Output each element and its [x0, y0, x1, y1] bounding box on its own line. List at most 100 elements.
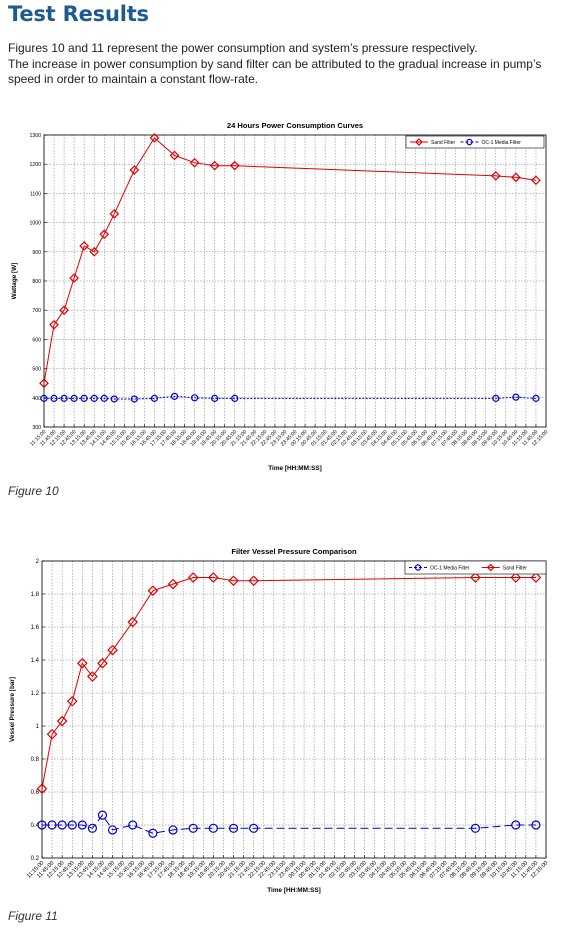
x-axis-label: Time [HH:MM:SS]	[268, 465, 322, 472]
data-point	[109, 208, 120, 219]
legend-box	[405, 135, 545, 149]
y-tick-label: 400	[32, 396, 41, 402]
data-point	[249, 823, 259, 833]
legend-label: Sand Filter	[503, 566, 528, 572]
data-point	[169, 150, 180, 161]
data-point	[231, 394, 239, 402]
data-point	[470, 823, 481, 833]
data-point	[89, 246, 100, 257]
chart-title: Filter Vessel Pressure Comparison	[231, 547, 357, 556]
data-point	[130, 395, 138, 403]
intro-line-2: The increase in power consumption by san…	[8, 56, 542, 87]
data-point	[107, 644, 118, 656]
y-tick-label: 1.8	[31, 592, 40, 598]
data-point	[69, 273, 79, 283]
data-point	[511, 820, 521, 830]
y-tick-label: 600	[32, 337, 41, 343]
data-point	[531, 820, 541, 830]
data-point	[208, 572, 219, 583]
data-point	[127, 616, 139, 628]
grid	[43, 134, 547, 428]
legend-label: OC-1 Media Filter	[430, 566, 470, 572]
data-point	[150, 394, 159, 402]
y-tick-label: 0.2	[31, 856, 40, 862]
data-point	[59, 305, 69, 316]
legend-swatch-marker	[486, 563, 495, 572]
y-tick-label: 300	[32, 425, 41, 431]
data-point	[79, 241, 90, 251]
power-consumption-chart-svg: 300400500600700800900100011001200130011:…	[11, 121, 549, 472]
data-point	[36, 783, 48, 795]
legend-box	[404, 560, 547, 575]
legend: Sand Filter OC-1 Media Filter	[405, 135, 545, 149]
data-point	[80, 394, 88, 402]
data-point	[170, 392, 179, 400]
data-point	[148, 828, 158, 838]
data-point	[97, 810, 108, 820]
data-point	[99, 229, 110, 240]
y-tick-label: 700	[32, 308, 41, 314]
data-point	[209, 160, 220, 171]
data-point	[76, 657, 88, 669]
legend-swatch-marker	[415, 138, 423, 146]
data-point	[97, 657, 108, 669]
y-tick-label: 1000	[29, 221, 41, 227]
y-tick-label: 1.2	[31, 691, 40, 697]
data-point	[90, 394, 98, 402]
series-line	[42, 814, 536, 834]
data-point	[128, 820, 138, 830]
data-point	[110, 395, 118, 403]
y-tick-label: 1300	[29, 133, 41, 139]
data-point	[228, 575, 239, 587]
y-tick-label: 1	[36, 724, 40, 730]
data-point	[228, 823, 239, 833]
legend-swatch-marker	[414, 564, 422, 571]
data-point	[100, 394, 108, 402]
y-tick-label: 1100	[30, 191, 41, 197]
figure-11-caption: Figure 11	[8, 909, 58, 923]
data-point	[168, 825, 178, 835]
legend-swatch-marker	[466, 138, 473, 146]
y-tick-label: 0.4	[31, 823, 40, 829]
data-point	[87, 823, 98, 833]
data-point	[191, 394, 199, 402]
series-oc-1-media-filter	[37, 810, 541, 838]
data-point	[56, 715, 68, 727]
data-point	[211, 394, 219, 402]
figure-10-caption: Figure 10	[8, 484, 59, 498]
data-point	[107, 825, 118, 835]
data-point	[39, 378, 49, 389]
data-point	[530, 572, 542, 583]
data-point	[470, 572, 481, 583]
x-axis-label: Time [HH:MM:SS]	[267, 887, 321, 894]
data-point	[229, 160, 240, 171]
data-point	[208, 823, 218, 833]
legend: OC-1 Media Filter Sand Filter	[404, 560, 547, 575]
data-point	[149, 133, 160, 143]
data-point	[57, 820, 67, 830]
data-point	[512, 393, 520, 401]
data-point	[47, 820, 57, 830]
data-point	[50, 394, 58, 402]
data-point	[40, 394, 48, 402]
y-tick-label: 1.4	[31, 658, 40, 664]
pressure-comparison-chart-svg: 0.20.40.60.811.21.41.61.8211:15:0011:45:…	[9, 547, 549, 894]
series-line	[43, 137, 537, 384]
data-point	[129, 165, 140, 175]
y-axis-label: Vessel Pressure [bar]	[9, 677, 16, 742]
data-point	[511, 172, 521, 183]
data-point	[492, 394, 500, 402]
series-oc-1-media-filter	[40, 392, 540, 403]
series-sand-filter	[36, 572, 542, 795]
series-line	[44, 395, 537, 400]
data-point	[189, 157, 200, 168]
data-point	[167, 578, 179, 590]
page-title: Test Results	[8, 2, 149, 26]
y-tick-label: 1200	[29, 162, 41, 168]
data-point	[70, 394, 78, 402]
data-point	[66, 695, 78, 707]
power-consumption-chart: 300 400 500 600 700 800 900 1000 1100 1200 1300 11:…	[0, 116, 562, 476]
y-tick-label: 0.6	[31, 790, 40, 796]
data-point	[532, 394, 540, 402]
data-point	[60, 394, 68, 402]
